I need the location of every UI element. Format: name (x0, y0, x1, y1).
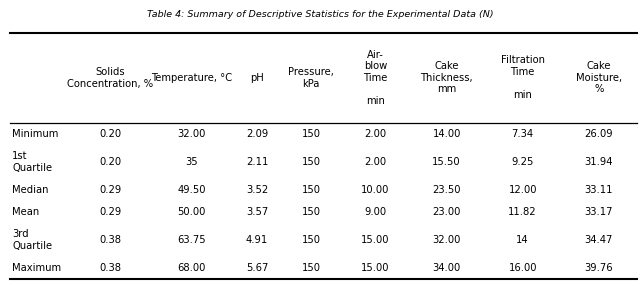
Text: Table 4: Summary of Descriptive Statistics for the Experimental Data (N): Table 4: Summary of Descriptive Statisti… (147, 10, 493, 19)
Text: 26.09: 26.09 (584, 129, 613, 139)
Text: 11.82: 11.82 (508, 207, 537, 217)
Text: 2.11: 2.11 (246, 157, 268, 167)
Text: 23.00: 23.00 (433, 207, 461, 217)
Text: 150: 150 (301, 185, 321, 195)
Text: 10.00: 10.00 (361, 185, 390, 195)
Text: Pressure,
kPa: Pressure, kPa (288, 67, 334, 89)
Text: 34.47: 34.47 (584, 235, 613, 245)
Text: 0.20: 0.20 (99, 157, 122, 167)
Text: 0.20: 0.20 (99, 129, 122, 139)
Text: 35: 35 (185, 157, 198, 167)
Text: 150: 150 (301, 235, 321, 245)
Text: Solids
Concentration, %: Solids Concentration, % (67, 67, 154, 89)
Text: 15.00: 15.00 (361, 235, 390, 245)
Text: 14: 14 (516, 235, 529, 245)
Text: 49.50: 49.50 (177, 185, 206, 195)
Text: 34.00: 34.00 (433, 263, 461, 273)
Text: 68.00: 68.00 (177, 263, 205, 273)
Text: 150: 150 (301, 207, 321, 217)
Text: Maximum: Maximum (12, 263, 61, 273)
Text: 150: 150 (301, 157, 321, 167)
Text: 31.94: 31.94 (584, 157, 613, 167)
Text: Median: Median (12, 185, 49, 195)
Text: Filtration
Time

min: Filtration Time min (500, 55, 545, 100)
Text: 23.50: 23.50 (433, 185, 461, 195)
Text: 150: 150 (301, 129, 321, 139)
Text: Air-
blow
Time

min: Air- blow Time min (364, 49, 388, 106)
Text: 9.25: 9.25 (511, 157, 534, 167)
Text: 9.00: 9.00 (364, 207, 387, 217)
Text: 1st
Quartile: 1st Quartile (12, 151, 52, 172)
Text: Minimum: Minimum (12, 129, 58, 139)
Text: Mean: Mean (12, 207, 40, 217)
Text: 150: 150 (301, 263, 321, 273)
Text: 2.00: 2.00 (364, 129, 387, 139)
Text: 3.57: 3.57 (246, 207, 268, 217)
Text: 2.09: 2.09 (246, 129, 268, 139)
Text: Temperature, °C: Temperature, °C (151, 73, 232, 83)
Text: 0.38: 0.38 (99, 263, 122, 273)
Text: Cake
Moisture,
%: Cake Moisture, % (576, 61, 622, 94)
Text: 16.00: 16.00 (508, 263, 537, 273)
Text: 3.52: 3.52 (246, 185, 268, 195)
Text: 0.29: 0.29 (99, 207, 122, 217)
Text: 15.50: 15.50 (432, 157, 461, 167)
Text: 7.34: 7.34 (511, 129, 534, 139)
Text: 32.00: 32.00 (177, 129, 205, 139)
Text: Cake
Thickness,
mm: Cake Thickness, mm (420, 61, 473, 94)
Text: pH: pH (250, 73, 264, 83)
Text: 50.00: 50.00 (177, 207, 205, 217)
Text: 0.38: 0.38 (99, 235, 122, 245)
Text: 39.76: 39.76 (584, 263, 613, 273)
Text: 33.17: 33.17 (584, 207, 613, 217)
Text: 4.91: 4.91 (246, 235, 268, 245)
Text: 3rd
Quartile: 3rd Quartile (12, 229, 52, 251)
Text: 15.00: 15.00 (361, 263, 390, 273)
Text: 12.00: 12.00 (508, 185, 537, 195)
Text: 33.11: 33.11 (584, 185, 613, 195)
Text: 0.29: 0.29 (99, 185, 122, 195)
Text: 14.00: 14.00 (433, 129, 461, 139)
Text: 2.00: 2.00 (364, 157, 387, 167)
Text: 63.75: 63.75 (177, 235, 206, 245)
Text: 32.00: 32.00 (433, 235, 461, 245)
Text: 5.67: 5.67 (246, 263, 268, 273)
